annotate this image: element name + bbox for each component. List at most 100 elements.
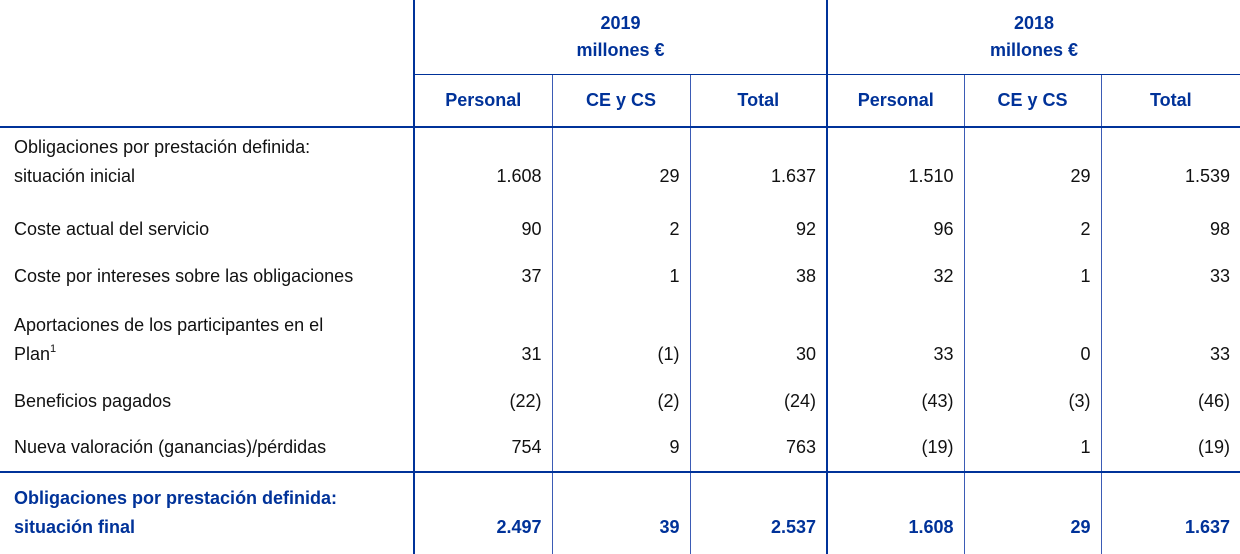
value: (46) [1198, 391, 1231, 411]
value-cell: 33 [1100, 253, 1240, 300]
value: 1.608 [496, 166, 542, 186]
data-row: Nueva valoración (ganancias)/pérdidas 754… [0, 425, 1240, 472]
column-header: Total [1100, 74, 1240, 128]
year: 2018 [1014, 12, 1055, 33]
column-header: Personal [826, 74, 965, 128]
value-cell: (1) [551, 300, 690, 378]
header-row: 2019 millones € 2018 millones € [0, 0, 1240, 75]
label-text: Aportaciones de los participantes en el [14, 315, 324, 335]
column-header: Personal [413, 74, 552, 128]
value: 37 [521, 266, 542, 286]
value: 33 [1210, 266, 1231, 286]
value: (19) [1198, 437, 1231, 457]
value-cell: 39 [551, 471, 690, 554]
value-cell: 37 [413, 253, 552, 300]
value: 29 [1070, 166, 1091, 186]
value-cell: 31 [413, 300, 552, 378]
value: 1.608 [908, 517, 954, 537]
data-row: Obligaciones por prestación definida: sit… [0, 127, 1240, 200]
total-row: Obligaciones por prestación definida: sit… [0, 471, 1240, 554]
corner-cell [0, 74, 414, 128]
row-label: Aportaciones de los participantes en el P… [0, 300, 414, 378]
value-cell: (2) [551, 378, 690, 425]
value: 96 [933, 219, 954, 239]
column-header: Total [689, 74, 828, 128]
data-row: Coste por intereses sobre las obligacion… [0, 253, 1240, 300]
value: 32 [933, 266, 954, 286]
value-cell: 1.539 [1100, 127, 1240, 200]
value: 92 [796, 219, 817, 239]
year-header: 2018 millones € [826, 0, 1240, 75]
value-cell: 9 [551, 425, 690, 472]
value: (19) [921, 437, 954, 457]
column-header: CE y CS [963, 74, 1102, 128]
value-cell: 30 [689, 300, 828, 378]
column-label: CE y CS [585, 89, 657, 110]
value-cell: 2.497 [413, 471, 552, 554]
value-cell: 1.510 [826, 127, 965, 200]
value: (22) [509, 391, 542, 411]
value-cell: (24) [689, 378, 828, 425]
value: (3) [1068, 391, 1091, 411]
value-cell: 29 [551, 127, 690, 200]
value: 39 [659, 517, 680, 537]
value: 1 [1080, 266, 1091, 286]
value: 38 [796, 266, 817, 286]
value-cell: 1.637 [689, 127, 828, 200]
value-cell: 754 [413, 425, 552, 472]
value: 2.537 [770, 517, 817, 537]
value-cell: (19) [1100, 425, 1240, 472]
value-cell: 1.608 [413, 127, 552, 200]
value-cell: 32 [826, 253, 965, 300]
unit: millones € [576, 39, 665, 60]
value: 1.637 [770, 166, 817, 186]
data-row: Aportaciones de los participantes en el P… [0, 300, 1240, 378]
value-cell: 1.637 [1100, 471, 1240, 554]
label-text: Plan [14, 344, 51, 364]
value-cell: 96 [826, 200, 965, 253]
column-label: CE y CS [997, 89, 1068, 110]
value-cell: (43) [826, 378, 965, 425]
value: 763 [785, 437, 817, 457]
value-cell: 29 [963, 127, 1102, 200]
value: 1 [1080, 437, 1091, 457]
value: 0 [1080, 344, 1091, 364]
row-label: Obligaciones por prestación definida: sit… [0, 127, 414, 200]
value-cell: (3) [963, 378, 1102, 425]
value-cell: 98 [1100, 200, 1240, 253]
value-cell: 1 [963, 253, 1102, 300]
value-cell: 2 [551, 200, 690, 253]
value-cell: 2.537 [689, 471, 828, 554]
value: (2) [657, 391, 680, 411]
value-cell: 38 [689, 253, 828, 300]
value: 754 [511, 437, 542, 457]
value-cell: 1.608 [826, 471, 965, 554]
year-header: 2019 millones € [412, 0, 828, 75]
data-row: Beneficios pagados (22) (2) (24) (43) (3) (46) [0, 378, 1240, 425]
value: 33 [933, 344, 954, 364]
label-text: Beneficios pagados [14, 391, 172, 411]
value: 90 [521, 219, 542, 239]
value-cell: 1 [963, 425, 1102, 472]
value: 98 [1210, 219, 1231, 239]
footnote: 1 [50, 343, 57, 355]
value: 30 [796, 344, 817, 364]
label-text: Nueva valoración (ganancias)/pérdidas [14, 437, 327, 457]
unit: millones € [990, 39, 1079, 60]
value: 2 [1080, 219, 1091, 239]
value: 29 [1070, 517, 1091, 537]
label-text: situación inicial [14, 166, 136, 186]
value-cell: 92 [689, 200, 828, 253]
label-text: Obligaciones por prestación definida: [14, 488, 338, 508]
value-cell: 2 [963, 200, 1102, 253]
value-cell: (22) [413, 378, 552, 425]
row-label: Obligaciones por prestación definida: sit… [0, 471, 414, 554]
value: 2 [669, 219, 680, 239]
value-cell: (46) [1100, 378, 1240, 425]
value-cell: 0 [963, 300, 1102, 378]
corner-cell [0, 0, 414, 74]
label-text: Coste por intereses sobre las obligacion… [14, 266, 354, 286]
value: (24) [784, 391, 817, 411]
